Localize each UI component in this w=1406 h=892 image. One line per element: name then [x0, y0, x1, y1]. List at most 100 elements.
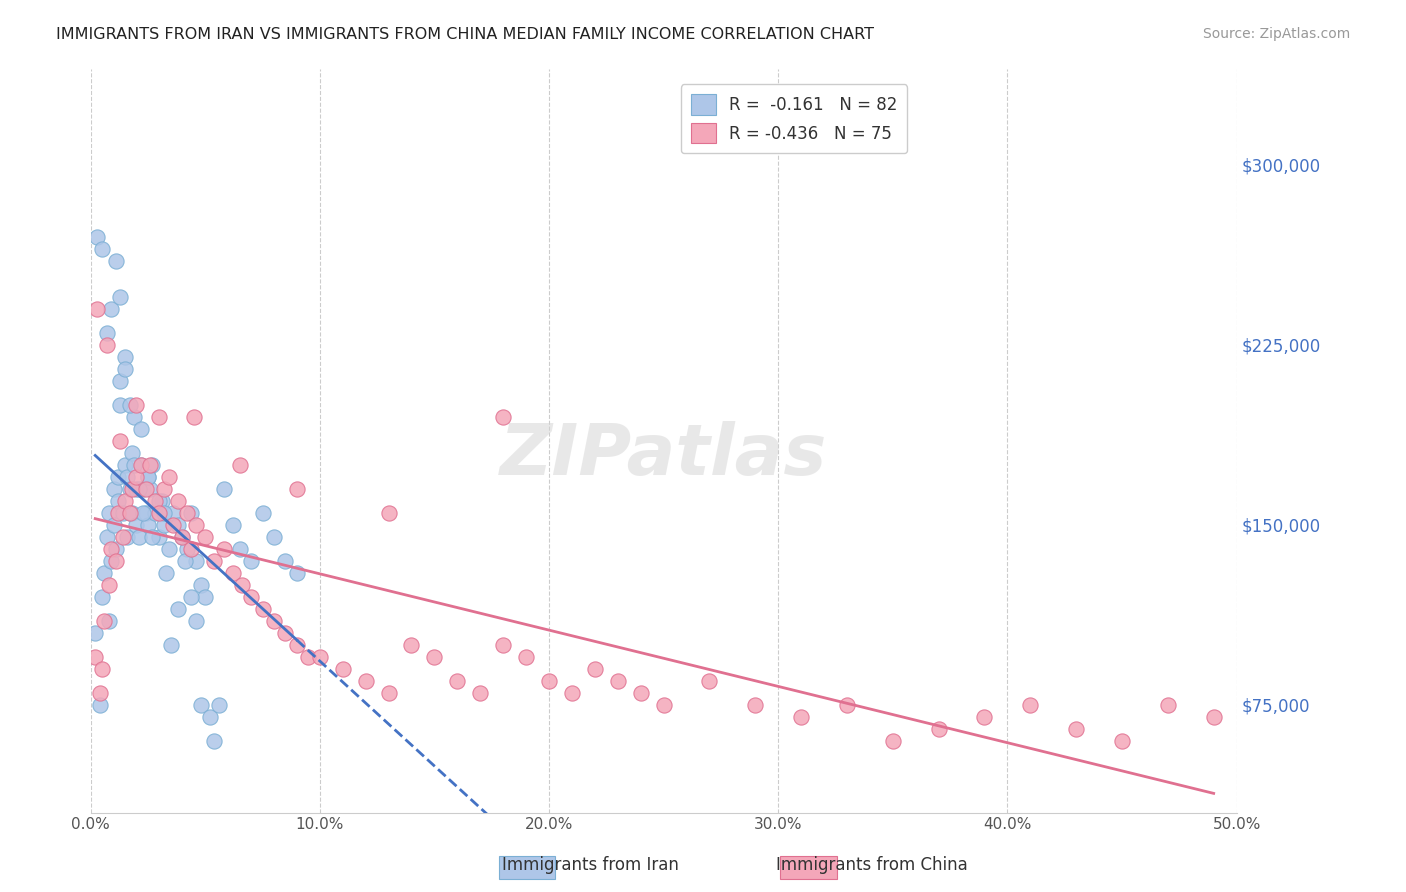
Point: [139, 482, 162, 496]
Point: [96, 529, 118, 543]
Point: [222, 517, 245, 532]
Point: [263, 529, 285, 543]
Point: [148, 409, 170, 424]
Point: [228, 541, 250, 556]
Point: [180, 590, 202, 604]
Point: [96, 326, 118, 340]
Point: [122, 458, 145, 472]
Point: [180, 506, 202, 520]
Text: IMMIGRANTS FROM IRAN VS IMMIGRANTS FROM CHINA MEDIAN FAMILY INCOME CORRELATION C: IMMIGRANTS FROM IRAN VS IMMIGRANTS FROM …: [56, 27, 875, 42]
Point: [114, 458, 136, 472]
Point: [882, 733, 904, 747]
Point: [162, 517, 184, 532]
Point: [93, 566, 115, 580]
Point: [136, 469, 159, 483]
Point: [141, 529, 163, 543]
Point: [141, 458, 163, 472]
Point: [401, 638, 423, 652]
Point: [166, 517, 188, 532]
Point: [202, 733, 225, 747]
Point: [208, 698, 231, 712]
Point: [240, 590, 263, 604]
Point: [125, 482, 148, 496]
Point: [699, 673, 721, 688]
Point: [176, 506, 198, 520]
Point: [125, 398, 148, 412]
Point: [297, 649, 319, 664]
Point: [104, 553, 127, 567]
Point: [172, 529, 194, 543]
Point: [240, 553, 263, 567]
Point: [377, 685, 399, 699]
Point: [129, 421, 152, 435]
Point: [180, 541, 202, 556]
Point: [157, 469, 180, 483]
Point: [121, 482, 143, 496]
Point: [97, 577, 120, 591]
Point: [377, 506, 399, 520]
Point: [285, 566, 308, 580]
Point: [1111, 733, 1133, 747]
Point: [100, 301, 122, 316]
Point: [561, 685, 583, 699]
Legend: R =  -0.161   N = 82, R = -0.436   N = 75: R = -0.161 N = 82, R = -0.436 N = 75: [681, 84, 907, 153]
Point: [118, 398, 141, 412]
Point: [630, 685, 652, 699]
Point: [91, 242, 114, 256]
Point: [285, 638, 308, 652]
Point: [537, 673, 560, 688]
Point: [89, 685, 111, 699]
Point: [84, 649, 107, 664]
Point: [93, 614, 115, 628]
Point: [354, 673, 377, 688]
Point: [652, 698, 675, 712]
Point: [160, 638, 183, 652]
Point: [136, 517, 159, 532]
Point: [104, 253, 127, 268]
Point: [835, 698, 858, 712]
Point: [110, 434, 132, 448]
Point: [222, 566, 245, 580]
Point: [274, 625, 297, 640]
Point: [89, 698, 111, 712]
Point: [228, 458, 250, 472]
Point: [132, 506, 155, 520]
Point: [973, 709, 995, 723]
Point: [110, 374, 132, 388]
Point: [125, 517, 148, 532]
Point: [212, 541, 235, 556]
Point: [492, 638, 515, 652]
Point: [1064, 722, 1087, 736]
Point: [274, 553, 297, 567]
Point: [103, 517, 125, 532]
Point: [148, 529, 170, 543]
Point: [91, 590, 114, 604]
Point: [252, 601, 274, 615]
Point: [129, 458, 152, 472]
Point: [107, 506, 129, 520]
Point: [1019, 698, 1042, 712]
Point: [135, 482, 157, 496]
Point: [148, 506, 170, 520]
Point: [583, 661, 606, 675]
Point: [143, 506, 166, 520]
Point: [118, 506, 141, 520]
Point: [125, 469, 148, 483]
Point: [143, 493, 166, 508]
Point: [198, 709, 221, 723]
Point: [132, 482, 155, 496]
Point: [100, 553, 122, 567]
Point: [446, 673, 468, 688]
Point: [263, 614, 285, 628]
Text: Immigrants from China: Immigrants from China: [776, 855, 967, 873]
Text: Source: ZipAtlas.com: Source: ZipAtlas.com: [1202, 27, 1350, 41]
Point: [515, 649, 537, 664]
Point: [100, 541, 122, 556]
Point: [194, 590, 217, 604]
Text: Immigrants from Iran: Immigrants from Iran: [502, 855, 679, 873]
Point: [194, 529, 217, 543]
Point: [103, 482, 125, 496]
Point: [96, 337, 118, 351]
Point: [184, 553, 207, 567]
Point: [157, 541, 180, 556]
